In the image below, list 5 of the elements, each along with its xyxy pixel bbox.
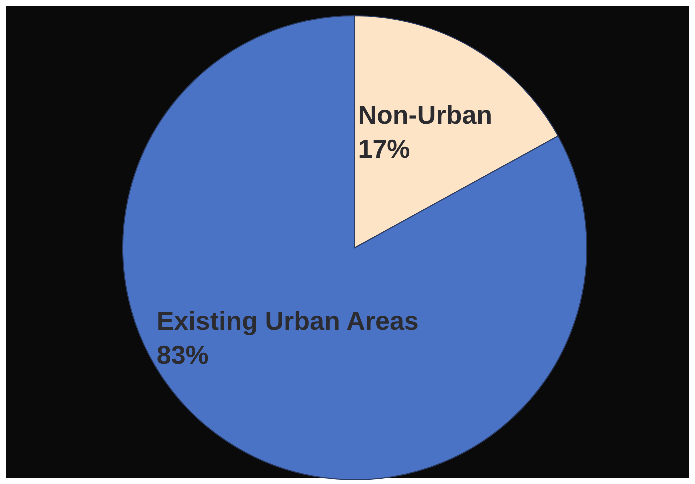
pie-slice <box>122 16 588 480</box>
data-label: 17% <box>358 134 410 164</box>
slice-label: Existing Urban Areas <box>156 306 419 336</box>
data-label: 83% <box>156 340 209 370</box>
slice-label: Non-Urban <box>358 100 493 130</box>
